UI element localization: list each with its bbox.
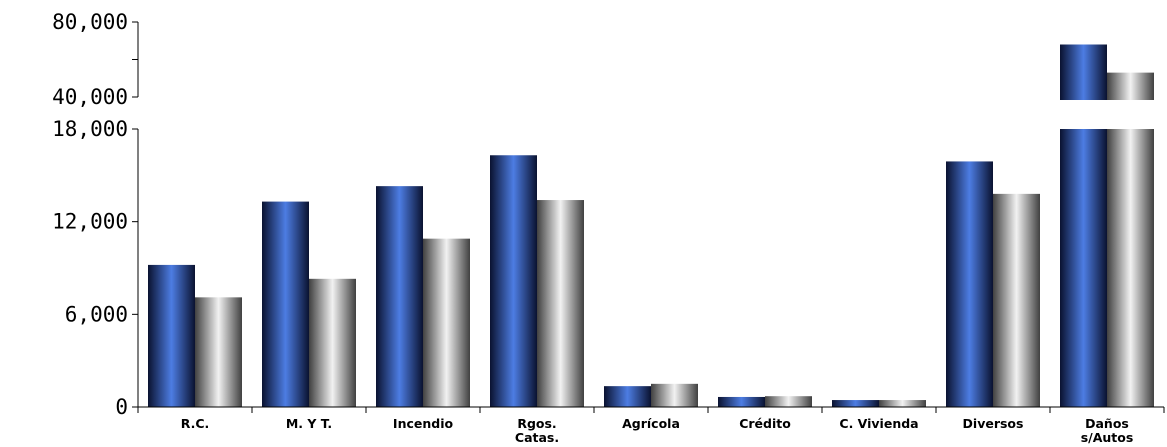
x-tick-label: Rgos. Catas. bbox=[515, 416, 559, 445]
bar-1-5 bbox=[604, 386, 651, 407]
x-tick-label: R.C. bbox=[181, 416, 210, 431]
x-tick-label: Diversos bbox=[963, 416, 1024, 431]
bar-2-1 bbox=[195, 297, 242, 407]
x-tick-label: M. Y T. bbox=[286, 416, 332, 431]
bar-1-9-upper bbox=[1060, 44, 1107, 100]
bar-1-6 bbox=[718, 396, 765, 407]
bar-1-9-lower bbox=[1060, 129, 1107, 407]
x-tick-label: Incendio bbox=[393, 416, 454, 431]
bar-1-7 bbox=[832, 400, 879, 407]
bar-2-3 bbox=[423, 238, 470, 407]
y-tick-label: 6,000 bbox=[65, 302, 128, 326]
bar-2-7 bbox=[879, 400, 926, 407]
bar-2-8 bbox=[993, 193, 1040, 407]
bar-1-4 bbox=[490, 155, 537, 407]
bars-layer bbox=[148, 44, 1154, 407]
y-tick-label: 18,000 bbox=[52, 117, 128, 141]
bar-2-9-upper bbox=[1107, 72, 1154, 100]
x-tick-label: Daños s/Autos bbox=[1081, 416, 1134, 445]
bar-2-9-lower bbox=[1107, 129, 1154, 407]
bar-1-1 bbox=[148, 264, 195, 407]
bar-1-2 bbox=[262, 201, 309, 407]
y-tick-label-upper: 40,000 bbox=[52, 85, 128, 109]
y-tick-label: 12,000 bbox=[52, 210, 128, 234]
y-tick-label-upper: 80,000 bbox=[52, 10, 128, 34]
x-tick-label: Crédito bbox=[739, 416, 791, 431]
x-tick-label: C. Vivienda bbox=[839, 416, 918, 431]
bar-2-4 bbox=[537, 200, 584, 407]
y-tick-label: 0 bbox=[115, 395, 128, 419]
x-tick-label: Agrícola bbox=[622, 416, 680, 431]
bar-1-8 bbox=[946, 161, 993, 407]
axes-layer: R.C. M. Y T. Incendio Rgos. Catas. Agrícola Cr… bbox=[52, 10, 1165, 445]
bar-2-6 bbox=[765, 396, 812, 407]
bar-2-2 bbox=[309, 278, 356, 407]
bar-1-3 bbox=[376, 186, 423, 407]
bar-2-5 bbox=[651, 383, 698, 407]
